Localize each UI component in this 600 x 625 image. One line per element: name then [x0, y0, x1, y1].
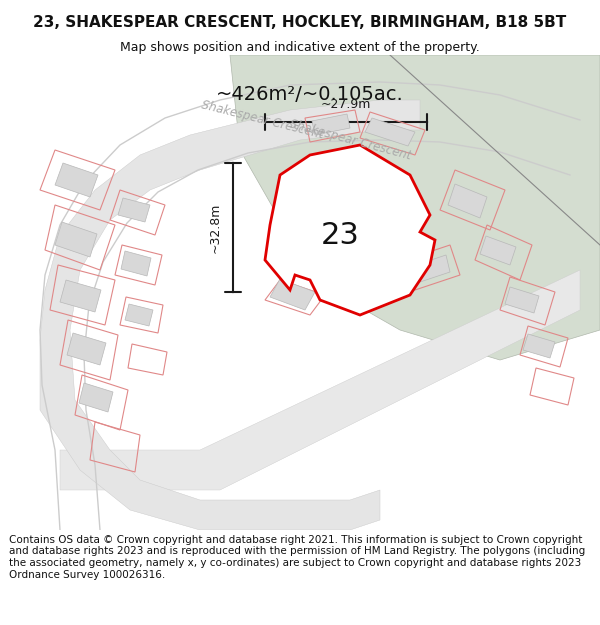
- Polygon shape: [118, 198, 150, 222]
- Text: Map shows position and indicative extent of the property.: Map shows position and indicative extent…: [120, 41, 480, 54]
- Text: Shakespear Crescent: Shakespear Crescent: [200, 99, 325, 141]
- Polygon shape: [270, 279, 315, 310]
- Text: ~27.9m: ~27.9m: [321, 98, 371, 111]
- Polygon shape: [448, 184, 487, 218]
- Polygon shape: [55, 222, 97, 257]
- Polygon shape: [505, 287, 539, 313]
- Polygon shape: [67, 333, 106, 365]
- Polygon shape: [121, 251, 151, 276]
- Text: 23: 23: [320, 221, 359, 249]
- Text: ~426m²/~0.105ac.: ~426m²/~0.105ac.: [216, 86, 404, 104]
- Text: Shakespear Crescent: Shakespear Crescent: [288, 118, 412, 162]
- Polygon shape: [416, 255, 450, 282]
- Text: Contains OS data © Crown copyright and database right 2021. This information is : Contains OS data © Crown copyright and d…: [9, 535, 585, 579]
- Polygon shape: [265, 145, 435, 315]
- Polygon shape: [60, 270, 580, 490]
- Polygon shape: [523, 334, 555, 358]
- Polygon shape: [40, 100, 420, 530]
- Polygon shape: [480, 236, 516, 265]
- Polygon shape: [230, 55, 600, 360]
- Polygon shape: [365, 118, 415, 146]
- Polygon shape: [79, 383, 113, 412]
- Polygon shape: [60, 280, 101, 312]
- Text: ~32.8m: ~32.8m: [209, 202, 221, 252]
- Polygon shape: [312, 114, 350, 135]
- Text: 23, SHAKESPEAR CRESCENT, HOCKLEY, BIRMINGHAM, B18 5BT: 23, SHAKESPEAR CRESCENT, HOCKLEY, BIRMIN…: [34, 16, 566, 31]
- Polygon shape: [55, 163, 98, 197]
- Polygon shape: [125, 304, 153, 326]
